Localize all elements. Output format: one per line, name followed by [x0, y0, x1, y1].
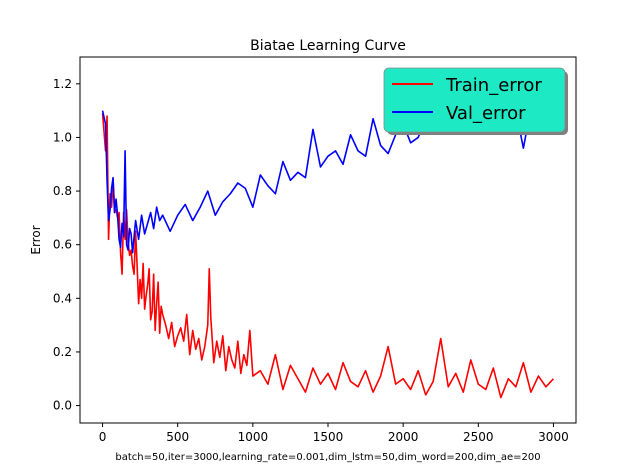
y-tick-label: 0.0 — [53, 399, 72, 413]
legend-train-label: Train_error — [445, 75, 542, 96]
y-tick-label: 1.0 — [53, 130, 72, 144]
y-tick-label: 0.6 — [53, 238, 72, 252]
x-axis-label: batch=50,iter=3000,learning_rate=0.001,d… — [115, 452, 540, 463]
chart-title: Biatae Learning Curve — [250, 38, 406, 54]
x-tick-label: 2000 — [388, 430, 419, 444]
y-tick-label: 0.8 — [53, 184, 72, 198]
x-tick-label: 500 — [166, 430, 189, 444]
x-tick-label: 1000 — [238, 430, 269, 444]
x-tick-label: 1500 — [313, 430, 344, 444]
legend-val-label: Val_error — [446, 103, 526, 124]
y-tick-label: 0.2 — [53, 345, 72, 359]
x-axis-ticks: 0 500 1000 1500 2000 2500 3000 — [99, 423, 569, 444]
y-tick-label: 0.4 — [53, 291, 72, 305]
legend: Train_error Val_error — [383, 67, 568, 135]
y-tick-label: 1.2 — [53, 77, 72, 91]
x-tick-label: 3000 — [538, 430, 569, 444]
x-tick-label: 2500 — [463, 430, 494, 444]
y-axis-ticks: 0.0 0.2 0.4 0.6 0.8 1.0 1.2 — [53, 77, 80, 413]
y-axis-label: Error — [29, 225, 43, 254]
series-line-train-error — [101, 113, 555, 399]
x-tick-label: 0 — [99, 430, 107, 444]
